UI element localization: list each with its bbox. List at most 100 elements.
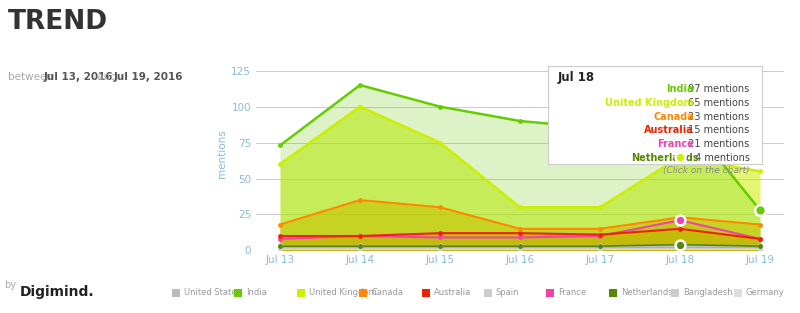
Text: Netherlands: Netherlands [621,288,673,297]
Point [274,242,286,247]
Point [674,245,686,250]
Point [514,244,526,249]
Point [594,246,606,251]
Text: between: between [8,72,56,82]
Text: Australia: Australia [434,288,471,297]
Text: by: by [4,280,16,290]
Point [354,198,366,203]
Point [754,246,766,251]
Point [514,205,526,210]
Text: Digimind.: Digimind. [20,285,94,299]
Point [354,244,366,249]
Point [754,244,766,249]
Point [274,246,286,251]
Point [274,236,286,241]
Text: France: France [657,139,694,149]
Point [754,236,766,241]
Text: Canada: Canada [653,112,694,122]
Point [594,244,606,249]
Point [354,246,366,251]
Text: Australia: Australia [644,125,694,135]
Point [434,205,446,210]
Point [594,226,606,231]
Point [754,222,766,227]
Text: Spain: Spain [496,288,519,297]
Point [354,233,366,239]
Point [274,245,286,250]
Text: France: France [558,288,586,297]
Text: India: India [246,288,267,297]
Point [354,245,366,250]
Text: 15 mentions: 15 mentions [686,125,750,135]
Text: Bangladesh: Bangladesh [683,288,733,297]
Point [674,242,686,247]
Point [674,242,686,247]
Point [754,244,766,249]
Point [594,242,606,247]
Text: 4 mentions: 4 mentions [691,153,750,163]
Point [594,126,606,131]
Point [754,245,766,250]
Text: Netherlands: Netherlands [631,153,698,163]
Point [594,245,606,250]
Point [274,244,286,249]
Point [354,242,366,247]
Text: TREND: TREND [8,9,108,35]
Point [354,104,366,109]
Text: United Kingdom: United Kingdom [606,98,694,108]
Point [674,154,686,159]
Point [674,226,686,231]
Text: and: and [94,72,121,82]
Text: Jul 13, 2016: Jul 13, 2016 [44,72,114,82]
Point [754,208,766,213]
Point [434,242,446,247]
Text: 97 mentions: 97 mentions [686,85,750,95]
Point [674,242,686,247]
Point [434,244,446,249]
Point [354,83,366,88]
Point [434,246,446,251]
Text: United States: United States [184,288,241,297]
Y-axis label: mentions: mentions [217,129,227,178]
Point [674,218,686,223]
Text: Germany: Germany [746,288,784,297]
Point [434,245,446,250]
Point [754,236,766,241]
Point [674,109,686,114]
Text: 23 mentions: 23 mentions [686,112,750,122]
Point [274,162,286,167]
Point [514,119,526,124]
Point [354,233,366,239]
Point [674,246,686,251]
Text: United Kingdom: United Kingdom [309,288,377,297]
Point [514,226,526,231]
Text: (Click on the chart): (Click on the chart) [663,166,750,175]
Text: 65 mentions: 65 mentions [686,98,750,108]
Point [594,233,606,239]
Point [514,245,526,250]
Point [674,218,686,223]
Point [274,143,286,148]
Point [754,169,766,174]
Point [514,231,526,236]
Point [274,222,286,227]
Point [354,244,366,249]
Text: 21 mentions: 21 mentions [686,139,750,149]
Text: India: India [666,85,694,95]
Point [514,235,526,240]
Point [514,246,526,251]
Point [674,244,686,249]
Point [594,232,606,237]
Point [754,208,766,213]
Text: Canada: Canada [371,288,403,297]
Point [594,244,606,249]
Point [594,205,606,210]
Point [274,233,286,239]
Point [514,244,526,249]
Text: Jul 19, 2016: Jul 19, 2016 [114,72,183,82]
Point [674,215,686,220]
Point [274,244,286,249]
Point [434,244,446,249]
Point [754,242,766,247]
Point [434,140,446,145]
